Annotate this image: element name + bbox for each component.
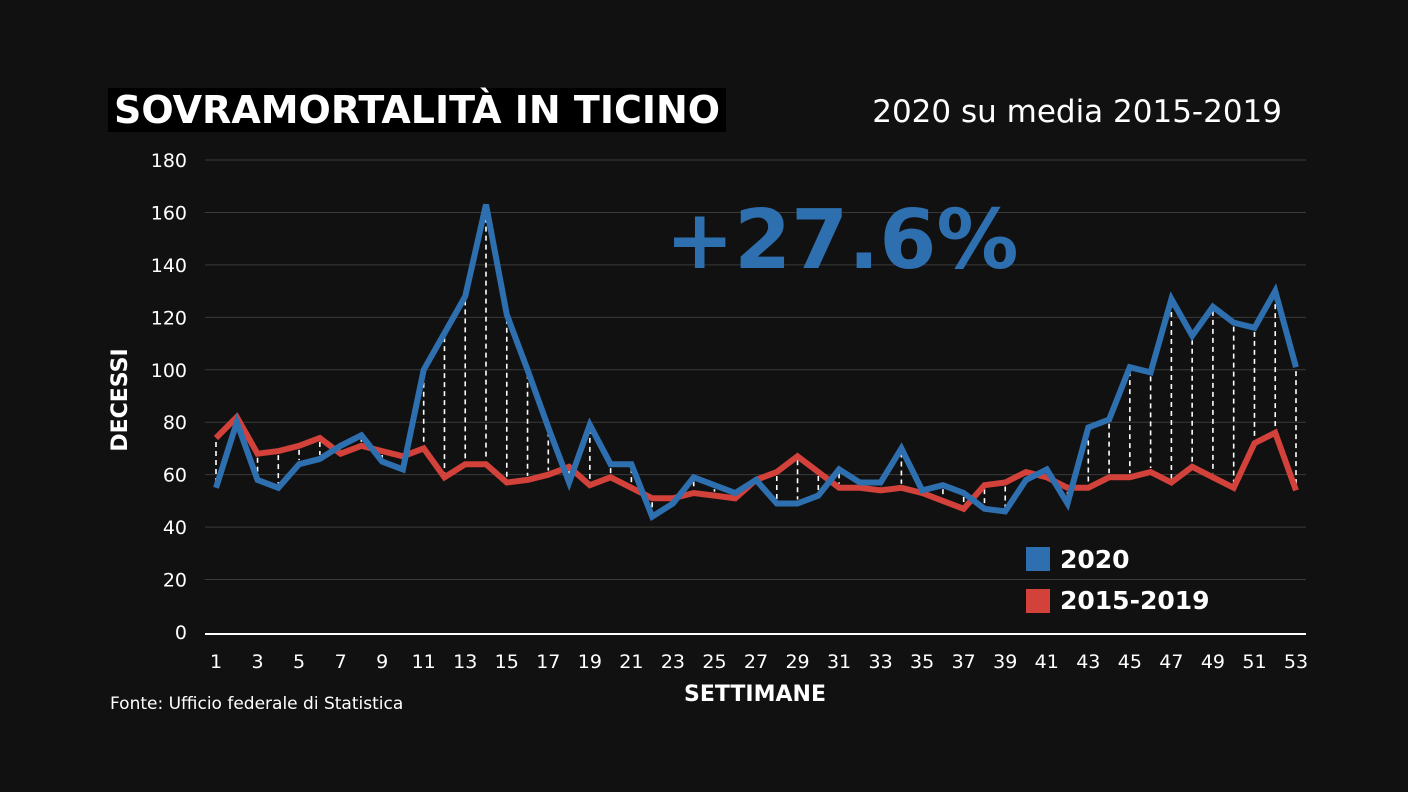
x-tick-label-17: 17 bbox=[536, 651, 560, 673]
y-tick-label-60: 60 bbox=[163, 465, 187, 487]
x-tick-label-29: 29 bbox=[785, 651, 809, 673]
y-tick-label-140: 140 bbox=[151, 255, 187, 277]
y-tick-label-160: 160 bbox=[151, 202, 187, 224]
x-axis-title: SETTIMANE bbox=[684, 682, 826, 707]
x-tick-label-7: 7 bbox=[335, 651, 347, 673]
x-tick-label-19: 19 bbox=[578, 651, 602, 673]
chart-subtitle: 2020 su media 2015-2019 bbox=[872, 94, 1282, 130]
series-layer bbox=[213, 203, 1299, 522]
x-tick-label-47: 47 bbox=[1159, 651, 1183, 673]
x-tick-label-43: 43 bbox=[1076, 651, 1100, 673]
title-box: SOVRAMORTALITÀ IN TICINO bbox=[108, 88, 727, 132]
x-tick-labels: 1 3 5 7 9 11 13 15 17 19 21 23 25 27 29 31 33 35 37 39 41 43 4… bbox=[210, 651, 1308, 673]
y-tick-labels: 0 20 40 60 80 100 120 140 160 180 bbox=[151, 150, 187, 644]
x-tick-label-35: 35 bbox=[910, 651, 934, 673]
excess-percentage-annotation: +27.6% bbox=[665, 193, 1018, 288]
y-tick-label-80: 80 bbox=[163, 412, 187, 434]
legend-swatch-2015-2019 bbox=[1026, 589, 1050, 613]
x-tick-label-21: 21 bbox=[619, 651, 643, 673]
x-tick-label-53: 53 bbox=[1284, 651, 1308, 673]
x-tick-label-3: 3 bbox=[251, 651, 263, 673]
y-axis-title: DECESSI bbox=[108, 348, 133, 451]
legend-label-2015-2019: 2015-2019 bbox=[1060, 586, 1210, 615]
x-tick-label-1: 1 bbox=[210, 651, 222, 673]
x-tick-label-33: 33 bbox=[869, 651, 893, 673]
x-tick-label-11: 11 bbox=[412, 651, 436, 673]
x-tick-label-45: 45 bbox=[1118, 651, 1142, 673]
legend-swatch-2020 bbox=[1026, 547, 1050, 571]
x-tick-label-31: 31 bbox=[827, 651, 851, 673]
x-tick-label-13: 13 bbox=[453, 651, 477, 673]
y-tick-label-20: 20 bbox=[163, 570, 187, 592]
y-tick-label-120: 120 bbox=[151, 307, 187, 329]
x-tick-label-27: 27 bbox=[744, 651, 768, 673]
series-line-2020 bbox=[213, 203, 1299, 522]
series-line-2015-2019 bbox=[213, 412, 1299, 513]
x-tick-label-37: 37 bbox=[952, 651, 976, 673]
y-tick-label-0: 0 bbox=[175, 622, 187, 644]
legend-label-2020: 2020 bbox=[1060, 545, 1130, 574]
y-tick-label-40: 40 bbox=[163, 517, 187, 539]
source-note: Fonte: Ufficio federale di Statistica bbox=[110, 694, 404, 714]
legend: 2020 2015-2019 bbox=[1026, 545, 1210, 615]
x-tick-label-51: 51 bbox=[1242, 651, 1266, 673]
x-tick-label-9: 9 bbox=[376, 651, 388, 673]
x-tick-label-5: 5 bbox=[293, 651, 305, 673]
grid-layer bbox=[205, 159, 1306, 581]
x-tick-label-15: 15 bbox=[495, 651, 519, 673]
chart-title: SOVRAMORTALITÀ IN TICINO bbox=[114, 88, 721, 132]
x-tick-label-49: 49 bbox=[1201, 651, 1225, 673]
x-tick-label-23: 23 bbox=[661, 651, 685, 673]
x-tick-label-25: 25 bbox=[702, 651, 726, 673]
x-tick-label-39: 39 bbox=[993, 651, 1017, 673]
y-tick-label-180: 180 bbox=[151, 150, 187, 172]
x-tick-label-41: 41 bbox=[1035, 651, 1059, 673]
y-tick-label-100: 100 bbox=[151, 360, 187, 382]
